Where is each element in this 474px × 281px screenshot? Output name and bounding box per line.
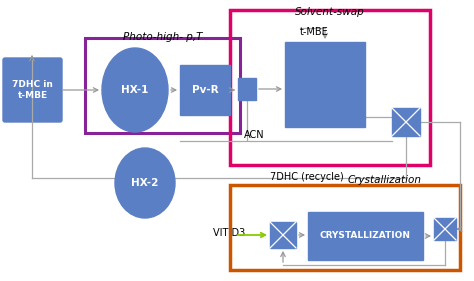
FancyBboxPatch shape	[434, 218, 456, 240]
FancyBboxPatch shape	[270, 222, 296, 248]
Text: 7DHC in
t-MBE: 7DHC in t-MBE	[12, 80, 53, 100]
Ellipse shape	[102, 48, 168, 132]
Text: CRYSTALLIZATION: CRYSTALLIZATION	[320, 232, 411, 241]
Text: HX-1: HX-1	[121, 85, 149, 95]
FancyBboxPatch shape	[308, 212, 423, 260]
Text: Solvent-swap: Solvent-swap	[295, 7, 365, 17]
Text: Photo-high- p,T: Photo-high- p,T	[123, 32, 203, 42]
Ellipse shape	[115, 148, 175, 218]
Text: Pv-R: Pv-R	[191, 85, 219, 95]
Text: VIT D3: VIT D3	[213, 228, 245, 238]
Text: 7DHC (recycle): 7DHC (recycle)	[270, 172, 344, 182]
FancyBboxPatch shape	[285, 42, 365, 127]
Text: HX-2: HX-2	[131, 178, 159, 188]
Text: ACN: ACN	[244, 130, 264, 140]
FancyBboxPatch shape	[3, 58, 62, 122]
FancyBboxPatch shape	[238, 78, 256, 100]
Text: Crystallization: Crystallization	[348, 175, 422, 185]
Text: t-MBE: t-MBE	[300, 27, 329, 37]
FancyBboxPatch shape	[180, 65, 230, 115]
FancyBboxPatch shape	[392, 108, 420, 136]
